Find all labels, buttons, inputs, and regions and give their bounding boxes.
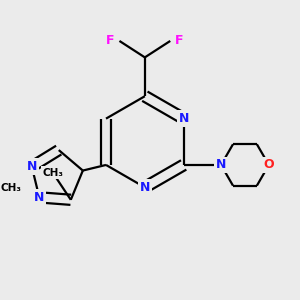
Text: N: N (140, 181, 150, 194)
Text: CH₃: CH₃ (42, 168, 63, 178)
Text: F: F (106, 34, 115, 47)
Text: N: N (216, 158, 226, 171)
Text: N: N (27, 160, 37, 173)
Text: N: N (34, 191, 44, 204)
Text: CH₃: CH₃ (0, 183, 21, 193)
Text: F: F (175, 34, 184, 47)
Text: O: O (263, 158, 274, 171)
Text: N: N (178, 112, 189, 125)
